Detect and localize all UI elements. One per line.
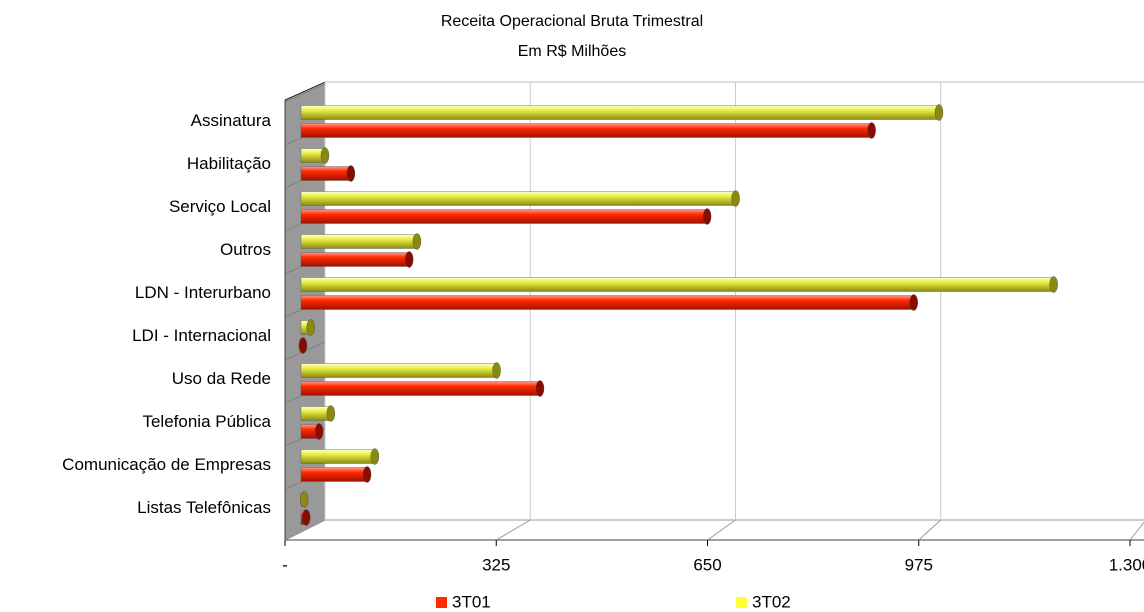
legend-swatch bbox=[736, 597, 747, 608]
chart-subtitle: Em R$ Milhões bbox=[518, 43, 626, 60]
bar bbox=[300, 466, 372, 483]
grid-line bbox=[284, 83, 326, 103]
bar bbox=[300, 423, 324, 440]
legend-swatch bbox=[436, 597, 447, 608]
bar bbox=[300, 147, 330, 164]
y-tick-label: Uso da Rede bbox=[172, 369, 271, 388]
bar bbox=[300, 405, 335, 422]
grid-line bbox=[707, 519, 736, 541]
bar bbox=[300, 190, 740, 207]
bar bbox=[300, 491, 309, 508]
x-tick-label: 975 bbox=[905, 555, 933, 574]
y-tick-label: LDN - Interurbano bbox=[135, 283, 271, 302]
bar bbox=[300, 509, 311, 526]
legend-label: 3T01 bbox=[452, 592, 491, 611]
bar bbox=[300, 208, 712, 225]
y-tick-label: Habilitação bbox=[187, 154, 271, 173]
grid-line bbox=[495, 519, 531, 541]
legend-label: 3T02 bbox=[752, 592, 791, 611]
bar bbox=[300, 319, 315, 336]
bar bbox=[300, 380, 545, 397]
bar bbox=[300, 276, 1058, 293]
x-tick-label: - bbox=[282, 555, 288, 574]
y-tick-label: Outros bbox=[220, 240, 271, 259]
bar bbox=[300, 294, 918, 311]
bar bbox=[300, 165, 356, 182]
grid-line bbox=[284, 519, 326, 541]
bar bbox=[300, 233, 422, 250]
x-tick-label: 325 bbox=[482, 555, 510, 574]
y-tick-label: Serviço Local bbox=[169, 197, 271, 216]
bar bbox=[300, 362, 501, 379]
y-tick-label: LDI - Internacional bbox=[132, 326, 271, 345]
bar bbox=[300, 122, 876, 139]
bar bbox=[300, 104, 944, 121]
chart-title: Receita Operacional Bruta Trimestral bbox=[441, 13, 703, 30]
grid-line bbox=[1129, 521, 1144, 541]
bar bbox=[300, 251, 414, 268]
bar bbox=[298, 337, 308, 354]
grid-line bbox=[918, 519, 942, 541]
y-tick-label: Telefonia Pública bbox=[142, 412, 271, 431]
y-tick-label: Listas Telefônicas bbox=[137, 498, 271, 517]
x-tick-label: 1.300 bbox=[1109, 555, 1144, 574]
bar bbox=[300, 448, 380, 465]
y-tick-label: Comunicação de Empresas bbox=[62, 455, 271, 474]
x-tick-label: 650 bbox=[693, 555, 721, 574]
y-tick-label: Assinatura bbox=[191, 111, 272, 130]
